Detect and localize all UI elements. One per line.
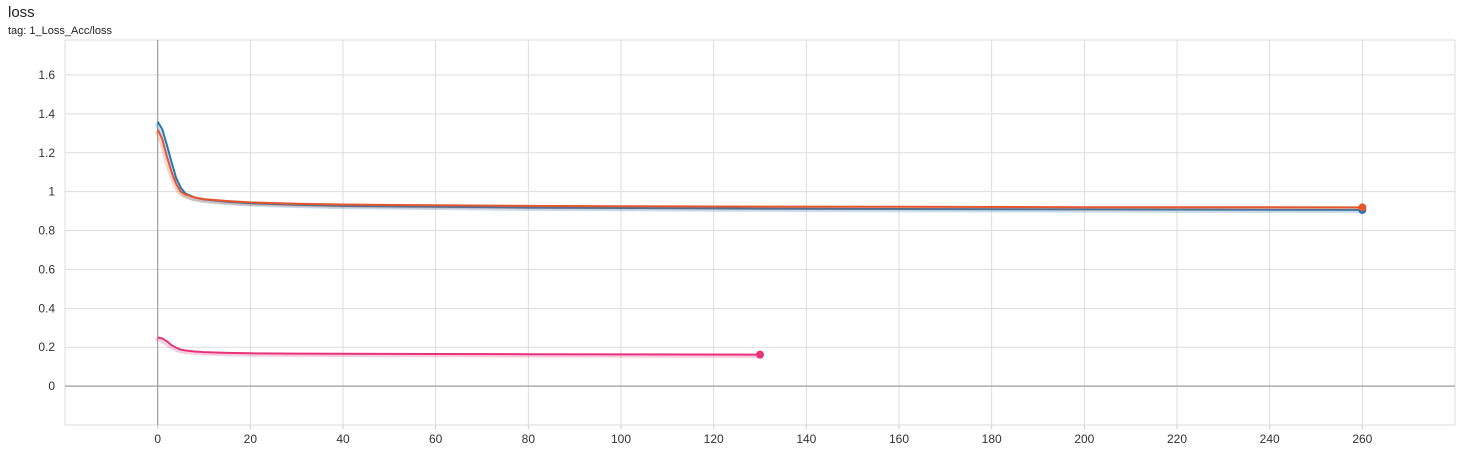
y-tick-label: 0 — [48, 379, 55, 393]
series-lines — [154, 121, 1363, 358]
series-line — [156, 128, 1363, 209]
series-raw-line — [154, 123, 1361, 214]
chart-card-header: loss tag: 1_Loss_Acc/loss — [8, 4, 112, 38]
series-endpoints — [756, 203, 1367, 359]
axes — [65, 40, 1455, 429]
chart-tag: tag: 1_Loss_Acc/loss — [8, 25, 112, 37]
tick-labels: 0 20 40 60 80 100 120 140 160 180 200 220 240 260 0 0.2… — [38, 68, 1372, 446]
y-tick-label: 1 — [48, 185, 55, 199]
x-tick-label: 40 — [336, 432, 350, 446]
series-raw-line — [155, 338, 759, 358]
x-tick-label: 260 — [1352, 432, 1372, 446]
x-tick-label: 80 — [522, 432, 536, 446]
x-tick-label: 120 — [704, 432, 724, 446]
series-endpoint — [1358, 203, 1367, 212]
x-tick-label: 160 — [889, 432, 909, 446]
x-tick-label: 240 — [1260, 432, 1280, 446]
series-raw-line — [154, 130, 1361, 211]
chart-title: loss — [8, 4, 35, 21]
y-tick-label: 1.6 — [38, 68, 55, 82]
y-tick-label: 0.2 — [38, 340, 55, 354]
y-tick-label: 0.8 — [38, 224, 55, 238]
x-tick-label: 60 — [429, 432, 443, 446]
grid-lines — [64, 39, 1456, 425]
x-tick-label: 180 — [982, 432, 1002, 446]
x-tick-label: 140 — [796, 432, 816, 446]
y-tick-label: 0.4 — [38, 301, 55, 315]
x-tick-label: 0 — [154, 432, 161, 446]
x-tick-label: 100 — [611, 432, 631, 446]
y-tick-label: 1.2 — [38, 146, 55, 160]
x-tick-label: 220 — [1167, 432, 1187, 446]
x-tick-label: 200 — [1074, 432, 1094, 446]
series-line — [156, 121, 1363, 211]
y-tick-label: 0.6 — [38, 262, 55, 276]
series-line — [157, 336, 761, 356]
y-tick-label: 1.4 — [38, 107, 55, 121]
series-endpoint — [756, 350, 764, 359]
x-tick-label: 20 — [244, 432, 258, 446]
